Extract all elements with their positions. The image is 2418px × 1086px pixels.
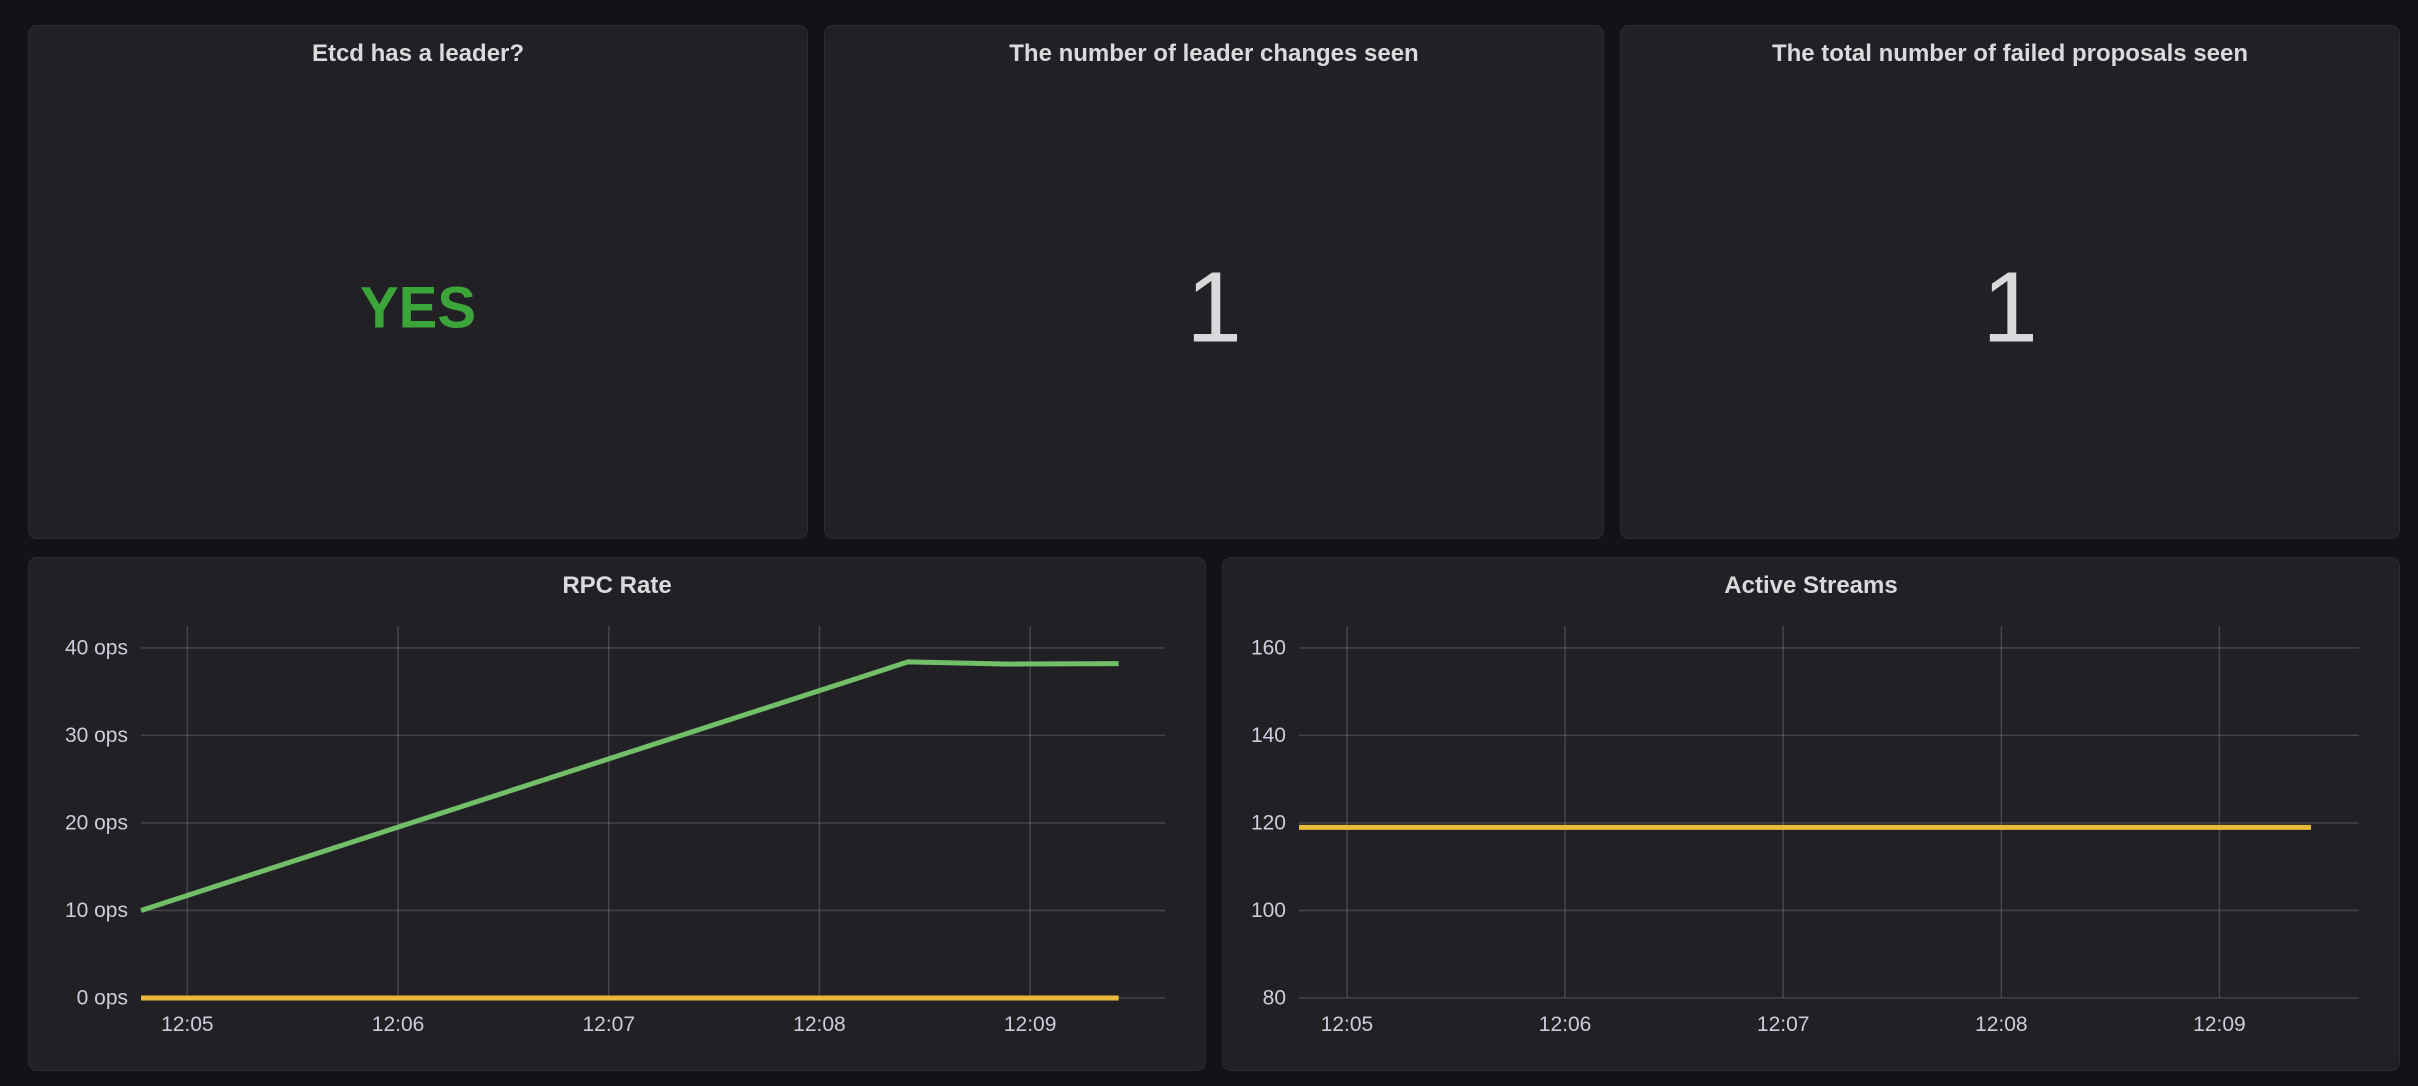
stat-value-failed-proposals: 1 [1982,251,2038,364]
panel-title-failed-proposals[interactable]: The total number of failed proposals see… [1771,40,2249,67]
svg-text:12:08: 12:08 [1975,1013,2028,1036]
svg-text:12:08: 12:08 [793,1013,846,1036]
svg-text:0 ops: 0 ops [77,987,128,1010]
svg-text:120: 120 [1251,811,1286,834]
svg-text:140: 140 [1251,724,1286,747]
stat-value-leader-changes: 1 [1186,251,1242,364]
panel-rpc-rate: RPC Rate 0 ops 10 ops 20 ops 30 ops 40 ops 12… [28,557,1206,1071]
svg-text:20 ops: 20 ops [65,811,128,834]
svg-text:12:07: 12:07 [1757,1013,1810,1036]
svg-text:12:09: 12:09 [2193,1013,2246,1036]
panel-failed-proposals: The total number of failed proposals see… [1620,25,2400,539]
svg-text:12:09: 12:09 [1004,1013,1057,1036]
rpc-rate-chart-body: 0 ops 10 ops 20 ops 30 ops 40 ops 12:05 12:06 1… [29,614,1205,1070]
svg-text:12:06: 12:06 [372,1013,425,1036]
panel-active-streams: Active Streams 80 100 120 140 160 12:05 12:06 1… [1222,557,2400,1071]
panel-title-leader-changes[interactable]: The number of leader changes seen [1009,40,1419,67]
svg-text:12:05: 12:05 [1321,1013,1374,1036]
svg-text:160: 160 [1251,636,1286,659]
svg-text:30 ops: 30 ops [65,724,128,747]
panel-title-rpc-rate[interactable]: RPC Rate [562,572,672,599]
svg-text:12:05: 12:05 [161,1013,214,1036]
rpc-rate-chart-canvas[interactable]: 0 ops 10 ops 20 ops 30 ops 40 ops 12:05 12:06 1… [29,614,1205,1070]
svg-text:100: 100 [1251,899,1286,922]
panel-leader-changes: The number of leader changes seen 1 [824,25,1604,539]
chart-panels-row: RPC Rate 0 ops 10 ops 20 ops 30 ops 40 ops 12… [28,557,2400,1071]
svg-text:12:07: 12:07 [582,1013,635,1036]
panel-etcd-has-leader: Etcd has a leader? YES [28,25,808,539]
svg-text:12:06: 12:06 [1539,1013,1592,1036]
svg-text:10 ops: 10 ops [65,899,128,922]
panel-title-etcd-has-leader[interactable]: Etcd has a leader? [311,40,525,67]
active-streams-chart-canvas[interactable]: 80 100 120 140 160 12:05 12:06 12:07 12:08 12:09 [1223,614,2399,1070]
svg-text:40 ops: 40 ops [65,636,128,659]
active-streams-chart-body: 80 100 120 140 160 12:05 12:06 12:07 12:08 12:09 [1223,614,2399,1070]
svg-text:80: 80 [1263,987,1286,1010]
stat-panels-row: Etcd has a leader? YES The number of lea… [28,25,2400,539]
stat-value-etcd-has-leader: YES [359,275,477,341]
panel-title-active-streams[interactable]: Active Streams [1724,572,1898,599]
